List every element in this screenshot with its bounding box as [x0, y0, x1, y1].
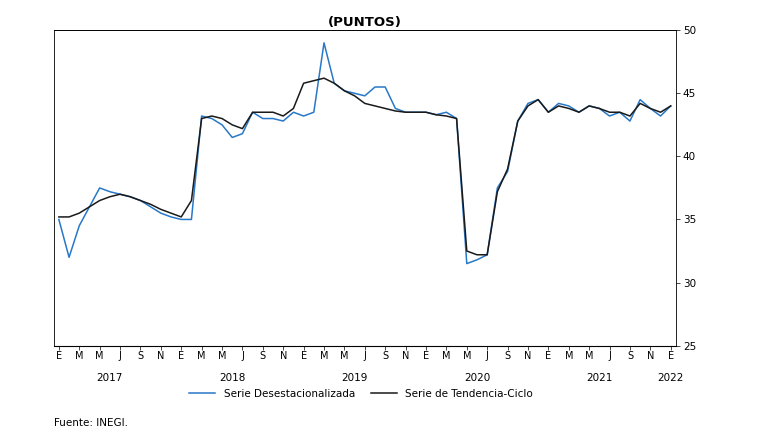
Serie de Tendencia-Ciclo [666, 103, 675, 108]
Serie Desestacionalizada [197, 114, 207, 119]
Serie Desestacionalizada [605, 114, 614, 119]
Serie Desestacionalizada [55, 217, 64, 222]
Text: 2017: 2017 [97, 373, 123, 383]
Serie de Tendencia-Ciclo [55, 214, 64, 219]
Text: 2018: 2018 [219, 373, 246, 383]
Text: Fuente: INEGI.: Fuente: INEGI. [54, 418, 127, 428]
Serie Desestacionalizada [319, 40, 329, 45]
Serie Desestacionalizada [391, 106, 400, 111]
Serie de Tendencia-Ciclo [432, 112, 441, 118]
Text: 2022: 2022 [657, 373, 684, 383]
Serie de Tendencia-Ciclo [268, 110, 277, 115]
Serie de Tendencia-Ciclo [319, 76, 329, 81]
Title: (PUNTOS): (PUNTOS) [328, 16, 402, 29]
Serie de Tendencia-Ciclo [605, 110, 614, 115]
Serie Desestacionalizada [177, 217, 186, 222]
Text: 2021: 2021 [586, 373, 613, 383]
Serie de Tendencia-Ciclo [472, 252, 482, 257]
Serie de Tendencia-Ciclo [177, 214, 186, 219]
Text: 2019: 2019 [342, 373, 368, 383]
Serie de Tendencia-Ciclo [391, 108, 400, 114]
Serie Desestacionalizada [462, 261, 472, 266]
Serie Desestacionalizada [666, 103, 675, 108]
Serie de Tendencia-Ciclo [197, 116, 207, 121]
Line: Serie de Tendencia-Ciclo: Serie de Tendencia-Ciclo [59, 78, 670, 255]
Serie Desestacionalizada [268, 116, 277, 121]
Serie Desestacionalizada [432, 112, 441, 118]
Legend: Serie Desestacionalizada, Serie de Tendencia-Ciclo: Serie Desestacionalizada, Serie de Tende… [185, 384, 537, 403]
Text: 2020: 2020 [464, 373, 490, 383]
Line: Serie Desestacionalizada: Serie Desestacionalizada [59, 43, 670, 264]
